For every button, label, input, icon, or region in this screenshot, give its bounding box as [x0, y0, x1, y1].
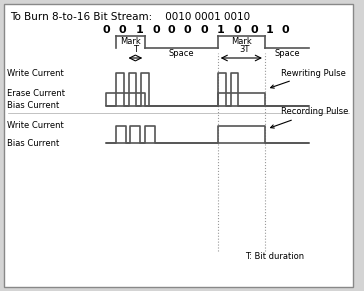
Text: T: T [133, 45, 138, 54]
Text: Bias Current: Bias Current [7, 139, 59, 148]
Text: 0: 0 [119, 25, 126, 35]
Text: To Burn 8-to-16 Bit Stream:    0010 0001 0010: To Burn 8-to-16 Bit Stream: 0010 0001 00… [10, 12, 250, 22]
Text: 0: 0 [250, 25, 258, 35]
Text: Bias Current: Bias Current [7, 102, 59, 111]
Text: 0: 0 [102, 25, 110, 35]
Text: Space: Space [274, 49, 300, 58]
Text: Mark: Mark [120, 38, 141, 47]
Text: 0: 0 [282, 25, 289, 35]
Text: 1: 1 [266, 25, 274, 35]
Text: Write Current: Write Current [7, 122, 64, 130]
Text: Space: Space [169, 49, 194, 58]
Text: Recording Pulse: Recording Pulse [270, 107, 348, 128]
Text: 0: 0 [183, 25, 191, 35]
Text: Write Current: Write Current [7, 68, 64, 77]
Text: 0: 0 [234, 25, 241, 35]
Text: 0: 0 [168, 25, 175, 35]
Text: 1: 1 [217, 25, 225, 35]
Text: 3T: 3T [239, 45, 249, 54]
Text: Rewriting Pulse: Rewriting Pulse [270, 68, 345, 88]
Text: 0: 0 [152, 25, 160, 35]
Text: Mark: Mark [231, 38, 252, 47]
Text: Erase Current: Erase Current [7, 88, 65, 97]
Text: 0: 0 [200, 25, 208, 35]
Text: 1: 1 [135, 25, 143, 35]
Text: T: Bit duration: T: Bit duration [245, 252, 304, 261]
